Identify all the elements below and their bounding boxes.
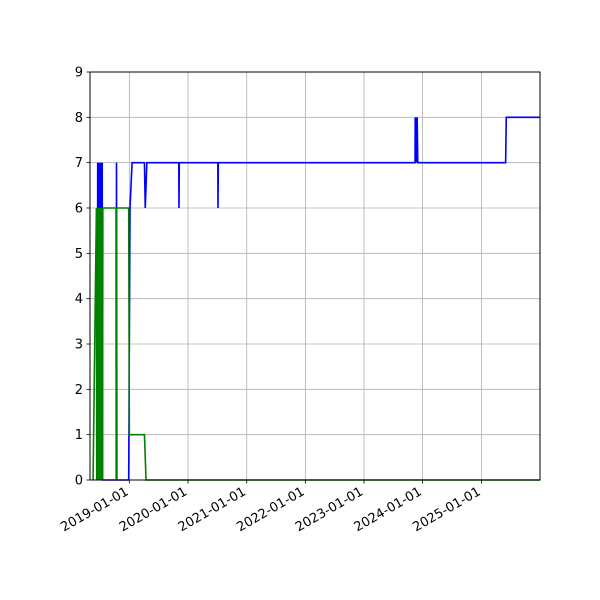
y-tick-label: 2: [75, 383, 83, 398]
y-tick-label: 6: [75, 202, 83, 217]
y-tick-label: 3: [75, 338, 83, 353]
y-tick-label: 5: [75, 247, 83, 262]
ticks: 01234567892019-01-012020-01-012021-01-01…: [58, 66, 483, 536]
plot-frame: [89, 71, 541, 481]
series-line-1: [92, 207, 540, 481]
y-tick-label: 4: [75, 292, 83, 307]
y-tick-label: 7: [75, 156, 83, 171]
y-tick-label: 1: [75, 428, 83, 443]
series-layer: [92, 116, 540, 481]
grid-lines: [90, 71, 540, 481]
y-tick-label: 0: [75, 474, 83, 489]
y-tick-label: 8: [75, 111, 83, 126]
y-tick-label: 9: [75, 66, 83, 81]
